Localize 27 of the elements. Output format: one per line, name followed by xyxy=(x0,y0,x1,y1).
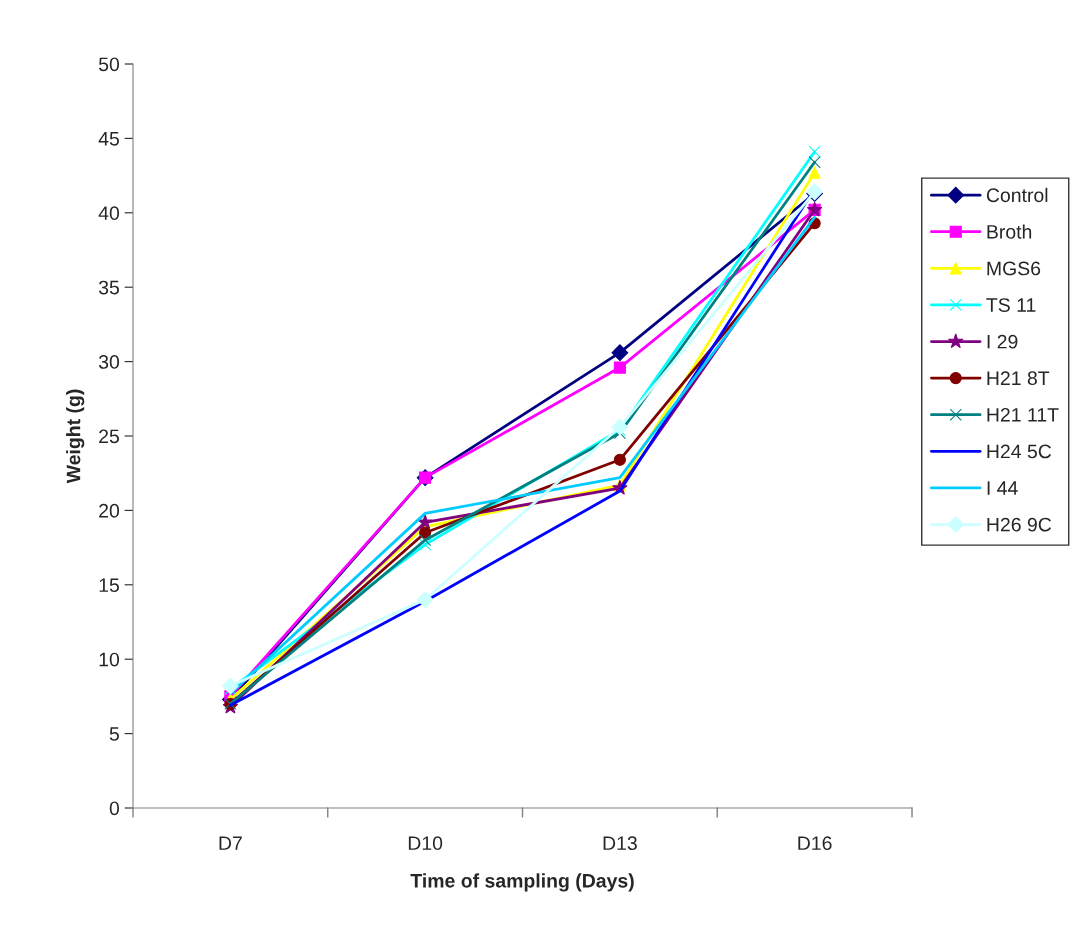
y-tick-label: 0 xyxy=(109,801,120,816)
y-tick-label: 15 xyxy=(99,578,119,593)
legend-label: H24 5C xyxy=(987,444,1052,459)
legend-label: TS 11 xyxy=(986,298,1036,312)
legend-label: H21 11T xyxy=(987,407,1059,422)
y-tick-label: 40 xyxy=(98,206,120,221)
x-tick-label: D16 xyxy=(798,836,832,851)
legend-label: I 44 xyxy=(987,481,1018,495)
y-tick-label: 10 xyxy=(99,652,120,667)
y-tick-label: 5 xyxy=(109,727,119,741)
x-tick-label: D7 xyxy=(219,836,242,850)
legend-label: H26 9C xyxy=(987,517,1052,532)
legend-label: Control xyxy=(986,187,1048,203)
legend-label: I 29 xyxy=(987,334,1018,349)
x-axis-title: Time of sampling (Days) xyxy=(410,873,634,892)
legend-label: H21 8T xyxy=(987,371,1050,386)
legend-label: MGS6 xyxy=(987,261,1041,276)
y-tick-label: 50 xyxy=(98,57,120,72)
y-tick-label: 35 xyxy=(98,280,119,295)
x-tick-label: D13 xyxy=(603,836,637,851)
x-tick-label: D10 xyxy=(408,836,443,851)
y-tick-label: 45 xyxy=(98,132,119,146)
y-tick-label: 30 xyxy=(98,355,120,369)
legend-label: Broth xyxy=(987,224,1032,239)
y-tick-label: 25 xyxy=(99,429,119,444)
y-axis-title: Weight (g) xyxy=(66,389,85,484)
y-tick-label: 20 xyxy=(99,503,120,518)
